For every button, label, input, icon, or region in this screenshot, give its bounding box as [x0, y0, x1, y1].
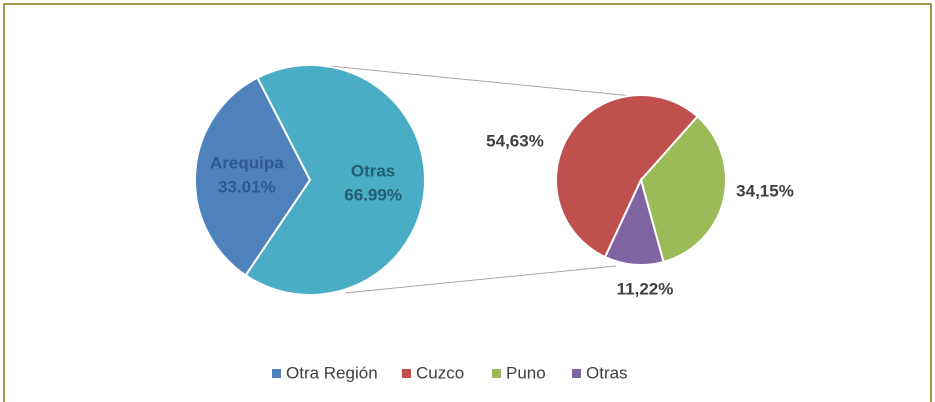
legend-label: Puno [506, 363, 546, 382]
chart-frame [3, 3, 932, 402]
slice-label: 54,63% [486, 131, 544, 150]
legend-swatch [492, 369, 501, 378]
legend-swatch [572, 369, 581, 378]
slice-category: Otras [351, 161, 395, 180]
legend-label: Otra Región [286, 363, 378, 382]
pie-slice [555, 94, 699, 259]
legend-swatch [272, 369, 281, 378]
legend-label: Otras [586, 363, 628, 382]
slice-label: 34,15% [736, 181, 794, 200]
pie-slice [244, 64, 426, 296]
legend-label: Cuzco [416, 363, 464, 382]
slice-label: 33.01% [218, 178, 276, 197]
slice-label: 11,22% [617, 279, 674, 298]
pie-slice [194, 76, 312, 277]
pie-slice [639, 115, 727, 264]
connector-line [329, 65, 633, 97]
slice-category: Arequipa [210, 154, 284, 173]
legend-swatch [402, 369, 411, 378]
connector-line [344, 265, 617, 294]
pie-slice [603, 177, 665, 266]
slice-label: 66.99% [344, 185, 402, 204]
